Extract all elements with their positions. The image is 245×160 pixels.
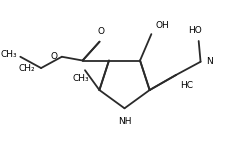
Text: O: O bbox=[50, 52, 57, 61]
Text: OH: OH bbox=[155, 21, 169, 30]
Text: HC: HC bbox=[180, 81, 193, 90]
Text: NH: NH bbox=[118, 117, 131, 126]
Text: HO: HO bbox=[188, 26, 202, 35]
Text: CH₃: CH₃ bbox=[1, 50, 17, 59]
Text: N: N bbox=[206, 57, 213, 66]
Text: O: O bbox=[98, 27, 105, 36]
Text: CH₂: CH₂ bbox=[19, 64, 36, 73]
Text: CH₃: CH₃ bbox=[73, 74, 89, 83]
